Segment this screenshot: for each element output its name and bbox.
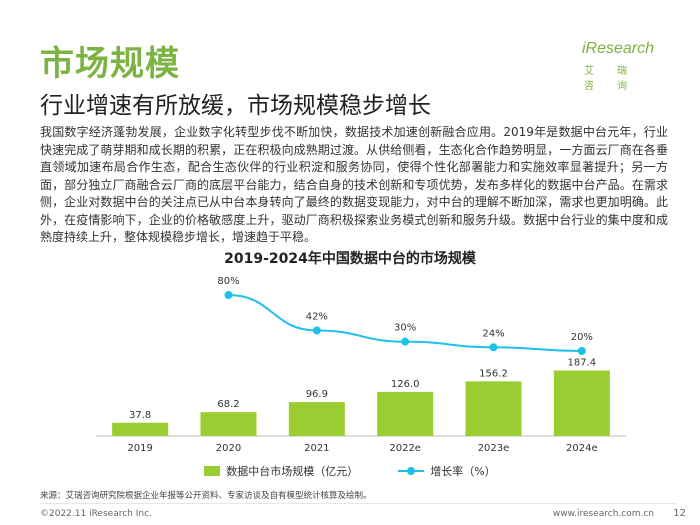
x-tick-2019: 2019 [127,443,152,454]
x-tick-2023e: 2023e [478,443,510,454]
growth-label-2022e: 30% [394,323,416,334]
chart-legend: 数据中台市场规模（亿元） 增长率（%） [0,463,700,479]
bar-2022e [377,391,434,436]
bar-label-2022e: 126.0 [391,379,420,390]
bar-label-2021: 96.9 [306,389,328,400]
growth-label-2021: 42% [306,311,328,322]
x-tick-2022e: 2022e [389,443,421,454]
logo-subtext: 艾 瑞 咨 询 [584,66,638,92]
growth-label-2020: 80% [217,276,239,287]
page-number: 12 [673,508,686,519]
x-tick-2021: 2021 [304,443,329,454]
x-tick-2020: 2020 [216,443,241,454]
body-paragraph: 我国数字经济蓬勃发展，企业数字化转型步伐不断加快，数据技术加速创新融合应用。20… [40,125,668,244]
page-title: 市场规模 [40,44,180,84]
bar-2023e [465,381,522,436]
bar-label-2019: 37.8 [129,410,151,421]
bar-2021 [288,402,345,436]
footer-copyright: ©2022.11 iResearch Inc. [40,509,152,519]
bar-2024e [553,370,610,436]
bar-label-2024e: 187.4 [568,357,597,368]
legend-bar-swatch [204,466,221,476]
bar-label-2020: 68.2 [217,399,239,410]
footer-website: www.iresearch.com.cn [552,509,654,519]
growth-point-2021 [312,326,321,335]
growth-label-2024e: 20% [571,332,593,343]
legend-item-growth-rate: 增长率（%） [398,463,496,479]
growth-label-2023e: 24% [482,328,504,339]
page-subtitle: 行业增速有所放缓，市场规模稳步增长 [40,93,431,119]
legend-item-market-size: 数据中台市场规模（亿元） [204,463,358,479]
growth-point-2020 [224,291,233,299]
growth-point-2022e [401,337,410,346]
legend-label-market-size: 数据中台市场规模（亿元） [226,465,359,478]
bar-2020 [200,412,257,436]
source-note: 来源：艾瑞咨询研究院根据企业年报等公开资料、专家访谈及自有模型统计核算及绘制。 [40,491,372,501]
growth-point-2024e [577,347,586,355]
market-size-chart: 37.8 2019 68.2 2020 96.9 2021 126.0 2022e 156.2 2… [96,276,626,454]
legend-label-growth-rate: 增长率（%） [430,465,496,478]
chart-title: 2019-2024年中国数据中台的市场规模 [224,251,476,267]
legend-line-swatch [398,466,425,476]
iresearch-logo: iResearch 艾 瑞 咨 询 [578,40,668,92]
bar-label-2023e: 156.2 [479,368,508,379]
logo-text: iResearch [582,40,655,57]
bar-2019 [112,422,169,436]
footer-divider [40,503,676,504]
x-tick-2024e: 2024e [566,443,598,454]
growth-point-2023e [489,343,498,352]
